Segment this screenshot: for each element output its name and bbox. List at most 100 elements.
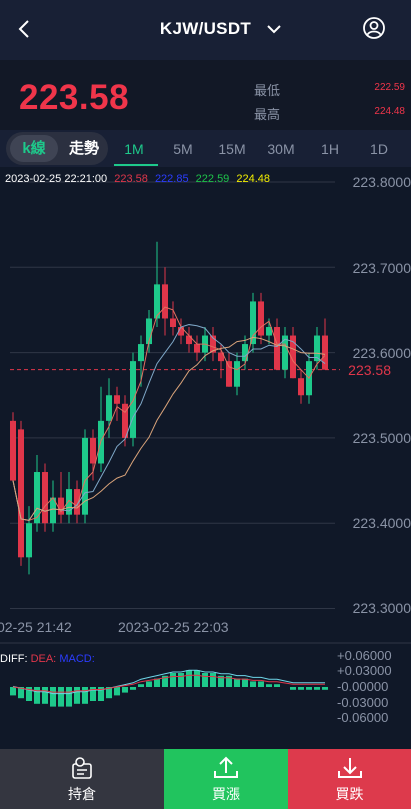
tab-1h[interactable]: 1H bbox=[321, 141, 339, 157]
tab-1m[interactable]: 1M bbox=[124, 141, 144, 157]
current-price: 223.58 bbox=[19, 78, 130, 117]
macd-bar bbox=[266, 684, 272, 687]
position-icon bbox=[72, 757, 92, 779]
candle-body bbox=[162, 284, 168, 319]
macd-bar bbox=[170, 673, 176, 687]
macd-bar bbox=[34, 687, 40, 704]
app-header: KJW/USDT bbox=[0, 0, 411, 60]
low-value: 222.59 bbox=[374, 82, 405, 93]
candle-body bbox=[66, 489, 72, 515]
upload-arrow-icon bbox=[214, 756, 238, 778]
y-axis-label: 223.4000 bbox=[352, 515, 411, 531]
macd-y-label: -0.06000 bbox=[337, 710, 389, 725]
macd-bar bbox=[90, 687, 96, 701]
candle-body bbox=[74, 489, 80, 515]
bottom-action-bar: 持倉 買漲 買跌 bbox=[0, 749, 411, 809]
macd-bar bbox=[178, 673, 184, 687]
candle-body bbox=[242, 344, 248, 362]
trend-toggle[interactable]: 走勢 bbox=[68, 140, 99, 157]
macd-bar bbox=[106, 687, 112, 699]
buy-down-label: 買跌 bbox=[335, 786, 364, 802]
macd-bar bbox=[66, 687, 72, 707]
macd-diff-label: DIFF: bbox=[0, 653, 28, 665]
macd-bar bbox=[74, 687, 80, 704]
candle-body bbox=[170, 318, 176, 328]
x-axis-label: 2023-02-25 22:03 bbox=[118, 619, 229, 635]
candle-body bbox=[194, 344, 200, 353]
chevron-down-icon[interactable] bbox=[266, 22, 282, 36]
kline-chart[interactable] bbox=[0, 167, 411, 749]
macd-macd-label: MACD: bbox=[59, 653, 95, 665]
macd-bar bbox=[298, 687, 304, 690]
ohlc-value-3: 222.59 bbox=[195, 173, 230, 185]
high-value: 224.48 bbox=[374, 106, 405, 117]
macd-bar bbox=[122, 687, 128, 693]
macd-bar bbox=[114, 687, 120, 696]
macd-bar bbox=[186, 670, 192, 687]
tab-1d[interactable]: 1D bbox=[370, 141, 388, 157]
macd-bar bbox=[82, 687, 88, 704]
kline-toggle[interactable]: k線 bbox=[10, 135, 58, 162]
ma-line bbox=[12, 324, 326, 521]
tab-5m[interactable]: 5M bbox=[173, 141, 193, 157]
candle-body bbox=[322, 335, 328, 370]
ma-line bbox=[12, 306, 326, 521]
candle-body bbox=[18, 429, 24, 558]
interval-tabs: k線 走勢 1M 5M 15M 30M 1H 1D bbox=[0, 130, 411, 167]
user-icon[interactable] bbox=[362, 16, 386, 40]
candle-body bbox=[290, 335, 296, 379]
candle-body bbox=[266, 327, 272, 336]
y-axis-label: 223.3000 bbox=[352, 600, 411, 616]
candle-body bbox=[178, 327, 184, 336]
candle-body bbox=[50, 497, 56, 524]
macd-bar bbox=[194, 670, 200, 687]
macd-y-label: +0.03000 bbox=[337, 663, 392, 678]
macd-dea-label: DEA: bbox=[30, 653, 57, 665]
x-axis-label: 02-25 21:42 bbox=[0, 619, 72, 635]
macd-bar bbox=[306, 687, 312, 690]
candle-body bbox=[82, 437, 88, 515]
y-axis-label: 223.7000 bbox=[352, 260, 411, 276]
candle-body bbox=[250, 301, 256, 345]
macd-bar bbox=[290, 687, 296, 690]
candle-body bbox=[210, 335, 216, 353]
pair-title[interactable]: KJW/USDT bbox=[159, 19, 252, 38]
hold-button[interactable]: 持倉 bbox=[0, 749, 164, 809]
buy-up-button[interactable]: 買漲 bbox=[164, 749, 288, 809]
candle-body bbox=[122, 403, 128, 438]
candle-body bbox=[274, 327, 280, 370]
macd-bar bbox=[98, 687, 104, 701]
kline-chart-area[interactable] bbox=[0, 167, 411, 749]
candle-body bbox=[146, 318, 152, 345]
tab-15m[interactable]: 15M bbox=[218, 141, 246, 157]
macd-bar bbox=[314, 687, 320, 690]
tab-30m[interactable]: 30M bbox=[267, 141, 295, 157]
low-label: 最低 bbox=[254, 83, 281, 98]
macd-bar bbox=[50, 687, 56, 707]
macd-bar bbox=[58, 687, 64, 707]
macd-bar bbox=[202, 673, 208, 687]
candle-body bbox=[138, 344, 144, 362]
macd-y-label: -0.03000 bbox=[337, 695, 389, 710]
candle-body bbox=[106, 395, 112, 421]
macd-bar bbox=[218, 675, 224, 687]
macd-bar bbox=[322, 687, 328, 690]
candle-body bbox=[282, 335, 288, 370]
macd-bar bbox=[138, 684, 144, 687]
candle-body bbox=[10, 420, 16, 481]
candle-body bbox=[314, 335, 320, 362]
macd-bar bbox=[250, 681, 256, 687]
back-arrow-icon[interactable] bbox=[14, 18, 36, 40]
candle-body bbox=[58, 497, 64, 515]
candle-body bbox=[34, 472, 40, 524]
macd-bar bbox=[274, 684, 280, 687]
candle-body bbox=[154, 284, 160, 319]
buy-down-button[interactable]: 買跌 bbox=[288, 749, 411, 809]
macd-diff-line bbox=[12, 669, 325, 695]
candle-body bbox=[42, 472, 48, 524]
high-label: 最高 bbox=[254, 107, 281, 122]
macd-legend: DIFF: DEA: MACD: bbox=[0, 653, 95, 665]
current-price-tag: 223.58 bbox=[348, 362, 391, 378]
candle-body bbox=[258, 301, 264, 336]
candle-body bbox=[218, 352, 224, 362]
